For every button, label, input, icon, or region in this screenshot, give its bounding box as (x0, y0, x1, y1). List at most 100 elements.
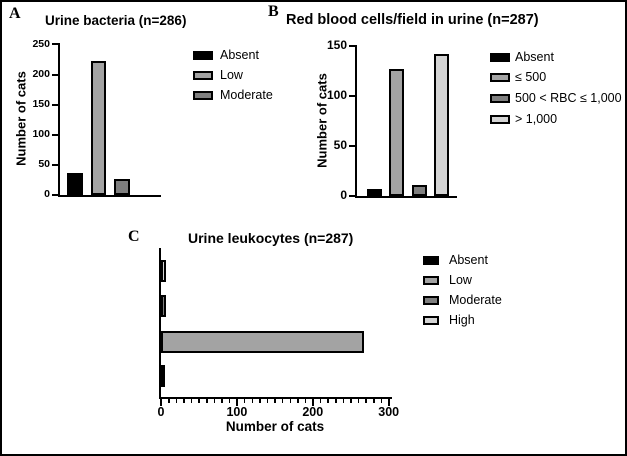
panel-c-title: Urine leukocytes (n=287) (188, 230, 354, 246)
panel-c-x-minor-tick (251, 399, 254, 403)
panel-c-x-minor-tick (335, 399, 337, 403)
panel-c-x-minor-tick (221, 399, 223, 403)
panel-c-x-minor-tick (327, 399, 329, 403)
legend-c-label-moderate: Moderate (449, 292, 502, 307)
panel-a-y-tick (52, 103, 58, 106)
legend-a-label-moderate: Moderate (220, 88, 273, 102)
panel-b-y-tick (349, 45, 355, 47)
panel-c-x-minor-tick (175, 399, 178, 403)
bar-a-low (90, 60, 106, 195)
panel-a-y-tick (52, 163, 58, 166)
bar-a-moderate (114, 179, 130, 195)
panel-c-x-tick (235, 399, 238, 406)
panel-a-letter: A (9, 5, 21, 22)
panel-a-y-tick (52, 133, 58, 136)
panel-c-y-axis (159, 248, 161, 399)
bar-b-500 (389, 69, 404, 196)
panel-c-x-minor-tick (266, 399, 269, 403)
bar-b-500-rbc-1-000 (411, 185, 427, 196)
panel-c-x-minor-tick (183, 399, 185, 403)
panel-a-y-axis (58, 43, 60, 197)
legend-b-label-absent: Absent (515, 49, 554, 64)
legend-c-swatch-absent (423, 255, 439, 265)
panel-b-y-tick-label: 100 (326, 88, 347, 103)
panel-a-y-tick-label: 0 (44, 188, 50, 201)
panel-b-y-tick (349, 145, 355, 147)
panel-b-y-axis (355, 45, 357, 198)
panel-c-x-minor-tick (289, 399, 292, 403)
panel-c-x-minor-tick (198, 399, 200, 403)
legend-b-swatch-absent (490, 52, 510, 62)
panel-c-x-tick-label: 300 (378, 405, 400, 419)
panel-b-y-axis-label: Number of cats (314, 73, 330, 168)
panel-c-x-tick (311, 399, 314, 406)
panel-c-x-minor-tick (342, 399, 345, 403)
panel-c-letter: C (128, 228, 140, 245)
panel-a-y-tick-label: 250 (32, 37, 50, 50)
panel-c-x-minor-tick (319, 399, 322, 403)
legend-a-swatch-low (193, 71, 213, 80)
panel-c-x-minor-tick (304, 399, 307, 403)
panel-a-y-tick (52, 73, 58, 76)
legend-b-label-500-rbc-1-000: 500 < RBC ≤ 1,000 (515, 91, 622, 106)
panel-b-y-tick-label: 150 (326, 38, 347, 53)
panel-c-x-minor-tick (168, 399, 170, 403)
bar-b-1-000 (433, 54, 449, 196)
panel-a-y-tick (52, 194, 58, 196)
panel-a-y-tick-label: 100 (32, 127, 50, 140)
panel-c-x-axis (159, 397, 392, 399)
panel-b-y-tick (349, 195, 355, 197)
bar-b-absent (367, 189, 382, 196)
legend-a-swatch-absent (193, 51, 213, 60)
legend-a-swatch-moderate (193, 91, 213, 100)
panel-b-y-tick-label: 50 (333, 138, 347, 153)
legend-b-swatch-1-000 (490, 114, 510, 124)
panel-a-y-tick (52, 43, 58, 46)
panel-c-x-tick-label: 200 (302, 405, 324, 419)
legend-c-swatch-moderate (423, 295, 439, 305)
legend-a-label-absent: Absent (220, 48, 259, 62)
panel-c-x-minor-tick (259, 399, 261, 403)
legend-c-label-absent: Absent (449, 252, 488, 267)
panel-b-y-tick-label: 0 (340, 188, 347, 203)
legend-a-label-low: Low (220, 68, 243, 82)
panel-c-x-tick (160, 399, 162, 406)
panel-c-x-minor-tick (380, 399, 383, 403)
panel-a-y-axis-label: Number of cats (13, 71, 29, 166)
legend-b-swatch-500 (490, 73, 510, 83)
panel-a-y-tick-label: 200 (32, 67, 50, 80)
legend-c-label-low: Low (449, 272, 472, 287)
panel-c-x-tick-label: 0 (157, 405, 165, 419)
legend-b-label-1-000: > 1,000 (515, 111, 558, 126)
panel-a-y-tick-label: 150 (32, 97, 50, 110)
panel-c-x-minor-tick (365, 399, 367, 403)
bar-c-moderate (161, 295, 167, 317)
panel-c-x-minor-tick (373, 399, 375, 403)
panel-b-x-axis (355, 196, 457, 198)
legend-c-label-high: High (449, 312, 475, 327)
panel-c-x-tick (387, 399, 390, 406)
panel-c-x-minor-tick (281, 399, 284, 403)
panel-b-title: Red blood cells/field in urine (n=287) (286, 12, 539, 28)
bar-c-absent (161, 365, 165, 387)
panel-c-x-minor-tick (190, 399, 193, 403)
panel-a-x-axis (58, 195, 161, 197)
panel-c-x-minor-tick (206, 399, 208, 403)
panel-b-y-tick (349, 95, 355, 97)
panel-c-x-minor-tick (350, 399, 352, 403)
panel-c-x-minor-tick (213, 399, 216, 403)
panel-c-x-axis-label: Number of cats (225, 419, 325, 434)
panel-a-y-tick-label: 50 (38, 158, 50, 171)
panel-c-x-minor-tick (243, 399, 246, 403)
panel-c-x-minor-tick (274, 399, 276, 403)
panel-c-x-minor-tick (297, 399, 299, 403)
legend-b-label-500: ≤ 500 (515, 70, 547, 85)
panel-c-x-minor-tick (357, 399, 360, 403)
legend-b-swatch-500-rbc-1-000 (490, 94, 510, 104)
panel-c-x-tick-label: 100 (226, 405, 248, 419)
panel-c-x-minor-tick (228, 399, 231, 403)
legend-c-swatch-low (423, 275, 439, 285)
bar-c-high (161, 260, 167, 282)
legend-c-swatch-high (423, 315, 439, 325)
